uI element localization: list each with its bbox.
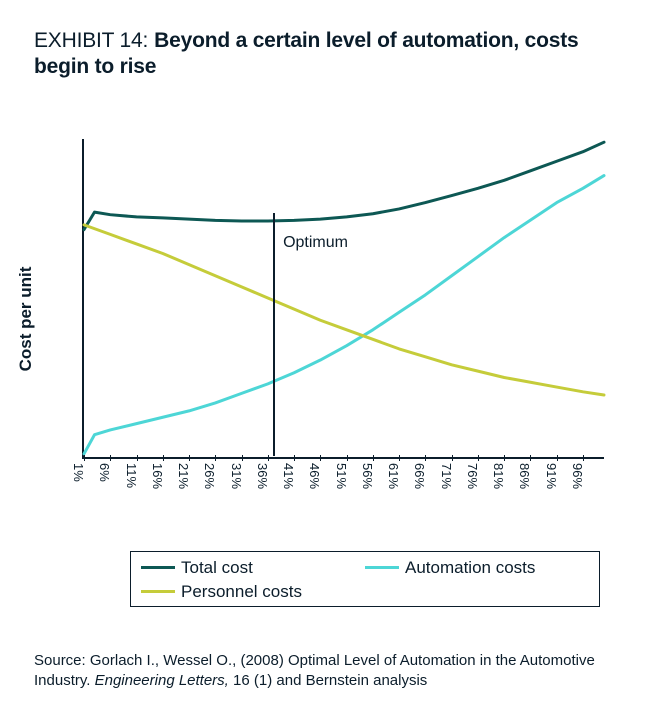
legend-item: Automation costs [365,558,589,578]
x-tick-label: 6% [97,463,112,482]
legend-swatch [365,566,399,569]
x-tick-label: 46% [307,463,322,489]
source-post: 16 (1) and Bernstein analysis [229,672,427,689]
x-tick-label: 1% [71,463,86,482]
x-tick [242,455,243,461]
y-axis-label: Cost per unit [16,266,36,371]
x-tick-label: 71% [439,463,454,489]
x-tick [110,455,111,461]
x-tick-label: 66% [412,463,427,489]
x-tick [478,455,479,461]
plot-area: Optimum 1%6%11%16%21%26%31%36%41%46%51%5… [82,139,604,459]
legend-label: Personnel costs [181,582,302,602]
source-journal: Engineering Letters, [95,672,229,689]
x-tick [268,455,269,461]
x-tick-label: 96% [570,463,585,489]
x-tick [425,455,426,461]
source-citation: Source: Gorlach I., Wessel O., (2008) Op… [34,651,626,692]
legend-item: Total cost [141,558,365,578]
legend-swatch [141,590,175,593]
x-tick [137,455,138,461]
optimum-label: Optimum [283,234,348,252]
exhibit-title: EXHIBIT 14:Beyond a certain level of aut… [34,28,626,81]
x-tick-label: 16% [150,463,165,489]
x-tick [215,455,216,461]
optimum-marker-line [273,213,275,456]
x-tick-label: 56% [360,463,375,489]
x-tick-label: 41% [281,463,296,489]
line-chart-svg [84,139,604,457]
x-tick [294,455,295,461]
x-tick [530,455,531,461]
x-tick-label: 11% [124,463,139,488]
legend-swatch [141,566,175,569]
x-tick [557,455,558,461]
chart: Cost per unit Optimum 1%6%11%16%21%26%31… [44,139,604,499]
x-tick-label: 21% [176,463,191,489]
x-tick-label: 86% [517,463,532,489]
x-tick [373,455,374,461]
x-tick [163,455,164,461]
x-tick-label: 81% [491,463,506,489]
x-tick [347,455,348,461]
x-tick-label: 26% [202,463,217,489]
x-tick [189,455,190,461]
x-tick [583,455,584,461]
x-tick [504,455,505,461]
x-tick-label: 76% [465,463,480,489]
x-tick [84,455,85,461]
x-tick-label: 91% [544,463,559,489]
x-tick-label: 61% [386,463,401,489]
x-tick-label: 36% [255,463,270,489]
x-tick-label: 31% [229,463,244,489]
legend-label: Automation costs [405,558,535,578]
x-tick [320,455,321,461]
x-tick-label: 51% [334,463,349,489]
legend-label: Total cost [181,558,253,578]
series-line [84,142,604,229]
legend: Total cost Automation costs Personnel cost… [130,551,600,607]
x-tick [399,455,400,461]
x-tick [452,455,453,461]
page: EXHIBIT 14:Beyond a certain level of aut… [0,0,660,718]
exhibit-prefix: EXHIBIT 14: [34,29,148,52]
legend-item: Personnel costs [141,582,365,602]
